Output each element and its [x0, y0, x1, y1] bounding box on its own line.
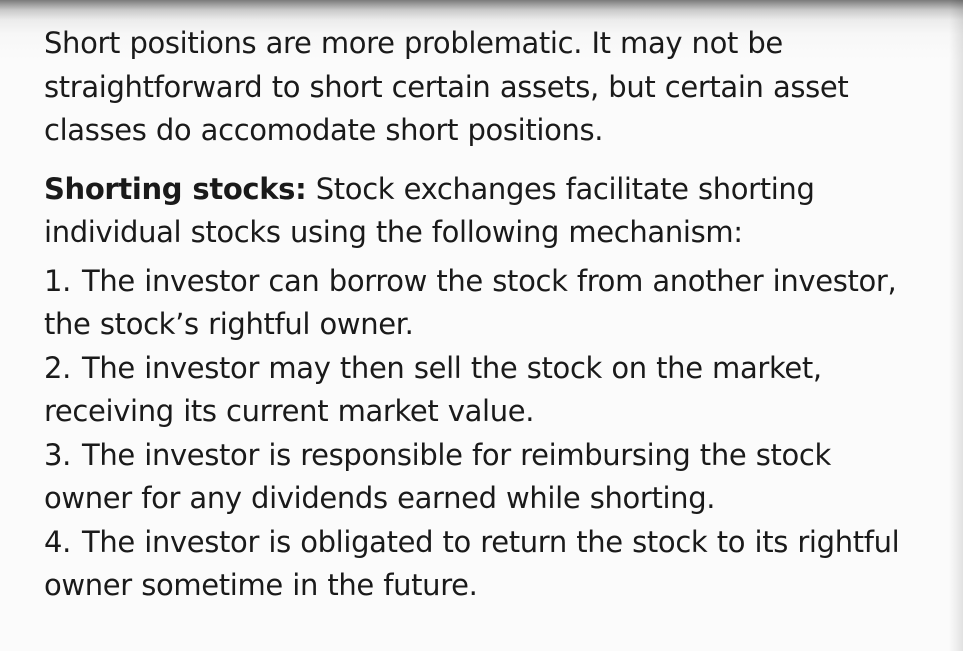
step-text: The investor is responsible for reimburs…	[44, 437, 831, 516]
slide-body: Short positions are more problematic. It…	[44, 22, 924, 608]
list-item: 4. The investor is obligated to return th…	[44, 521, 924, 608]
list-item: 3. The investor is responsible for reimbu…	[44, 434, 924, 521]
list-item: 2. The investor may then sell the stock o…	[44, 347, 924, 434]
step-number: 4.	[44, 524, 71, 559]
step-text: The investor may then sell the stock on …	[44, 350, 822, 429]
definition-paragraph: Shorting stocks: Stock exchanges facilit…	[44, 168, 924, 255]
step-number: 2.	[44, 350, 71, 385]
definition-term: Shorting stocks:	[44, 171, 307, 206]
definition-text: Stock exchanges facilitate shorting indi…	[44, 171, 815, 250]
step-number: 1.	[44, 263, 71, 298]
step-text: The investor can borrow the stock from a…	[44, 263, 897, 342]
list-item: 1. The investor can borrow the stock from…	[44, 260, 924, 347]
step-text: The investor is obligated to return the …	[44, 524, 900, 603]
step-number: 3.	[44, 437, 71, 472]
mechanism-steps: 1. The investor can borrow the stock from…	[44, 260, 924, 608]
intro-paragraph: Short positions are more problematic. It…	[44, 26, 849, 147]
